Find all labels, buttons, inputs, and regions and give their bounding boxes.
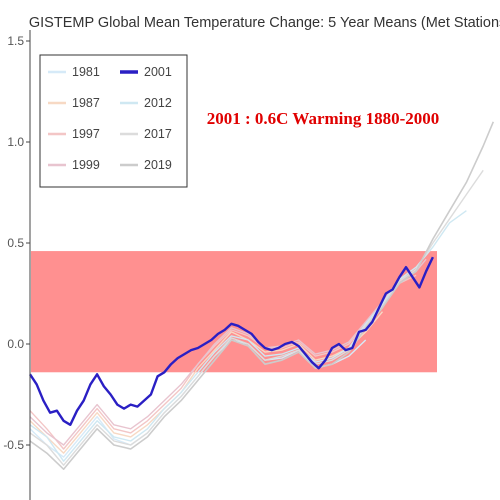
legend-label-2017: 2017 [144, 127, 172, 141]
legend-label-1997: 1997 [72, 127, 100, 141]
series-line-1997 [29, 274, 417, 450]
legend-label-1981: 1981 [72, 65, 100, 79]
y-tick-label: 0.0 [7, 337, 24, 351]
series-line-1999 [29, 258, 427, 446]
series-line-2001 [29, 256, 434, 426]
legend-label-2001: 2001 [144, 65, 172, 79]
legend: 1981 1987 1997 1999 2001 2012 2017 2019 [39, 54, 188, 188]
y-tick-label: 1.5 [7, 34, 24, 48]
chart-annotation: 2001 : 0.6C Warming 1880-2000 [207, 109, 440, 128]
y-tick-label: 0.5 [7, 236, 24, 250]
legend-label-1987: 1987 [72, 96, 100, 110]
series-lines [29, 121, 495, 471]
series-line-1987 [29, 311, 384, 454]
chart-title: GISTEMP Global Mean Temperature Change: … [29, 15, 500, 31]
legend-label-2019: 2019 [144, 158, 172, 172]
series-line-2019 [29, 121, 495, 471]
series-line-2017 [29, 169, 484, 466]
warming-band [31, 251, 437, 373]
y-tick-label: -0.5 [3, 438, 24, 452]
legend-label-1999: 1999 [72, 158, 100, 172]
legend-label-2012: 2012 [144, 96, 172, 110]
y-axis-ticks: 1.5 1.0 0.5 0.0 -0.5 [3, 34, 30, 452]
y-tick-label: 1.0 [7, 135, 24, 149]
